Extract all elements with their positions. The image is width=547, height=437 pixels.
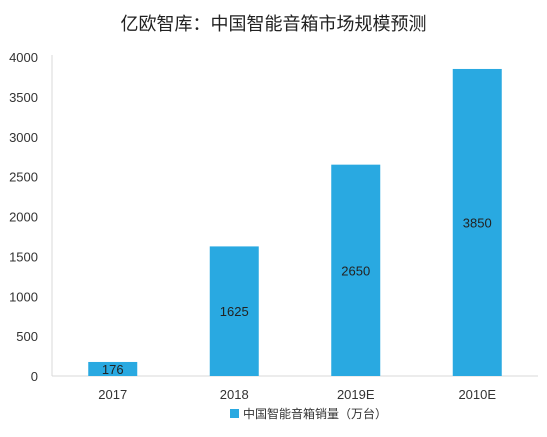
y-tick-label: 3000 [9, 130, 38, 145]
data-label: 176 [102, 362, 124, 377]
axis-layer: 0 500 1000 1500 2000 2500 3000 3500 4000 [9, 50, 538, 384]
y-tick-label: 2000 [9, 210, 38, 225]
bar [88, 361, 138, 376]
x-tick-label: 2017 [98, 387, 127, 402]
y-tick-label: 2500 [9, 170, 38, 185]
y-tick-label: 500 [16, 329, 38, 344]
legend-label: 中国智能音箱销量（万台） [243, 406, 387, 421]
labels-layer: 2017 176 2018 1625 2019E 2650 2010E 3850 [98, 215, 496, 402]
y-tick-label: 3500 [9, 90, 38, 105]
bar [209, 246, 259, 376]
data-label: 1625 [220, 304, 249, 319]
bar [331, 164, 381, 376]
y-tick-label: 1500 [9, 249, 38, 264]
bars-layer [88, 68, 502, 377]
bar [452, 68, 502, 377]
x-tick-label: 2010E [458, 387, 496, 402]
y-tick-label: 4000 [9, 50, 38, 65]
x-tick-label: 2018 [220, 387, 249, 402]
data-label: 3850 [463, 215, 492, 230]
data-label: 2650 [341, 263, 370, 278]
x-tick-label: 2019E [337, 387, 375, 402]
y-tick-label: 1000 [9, 289, 38, 304]
legend: 中国智能音箱销量（万台） [230, 406, 387, 421]
legend-swatch [230, 409, 239, 418]
y-tick-label: 0 [31, 369, 38, 384]
chart-title: 亿欧智库：中国智能音箱市场规模预测 [120, 14, 427, 35]
